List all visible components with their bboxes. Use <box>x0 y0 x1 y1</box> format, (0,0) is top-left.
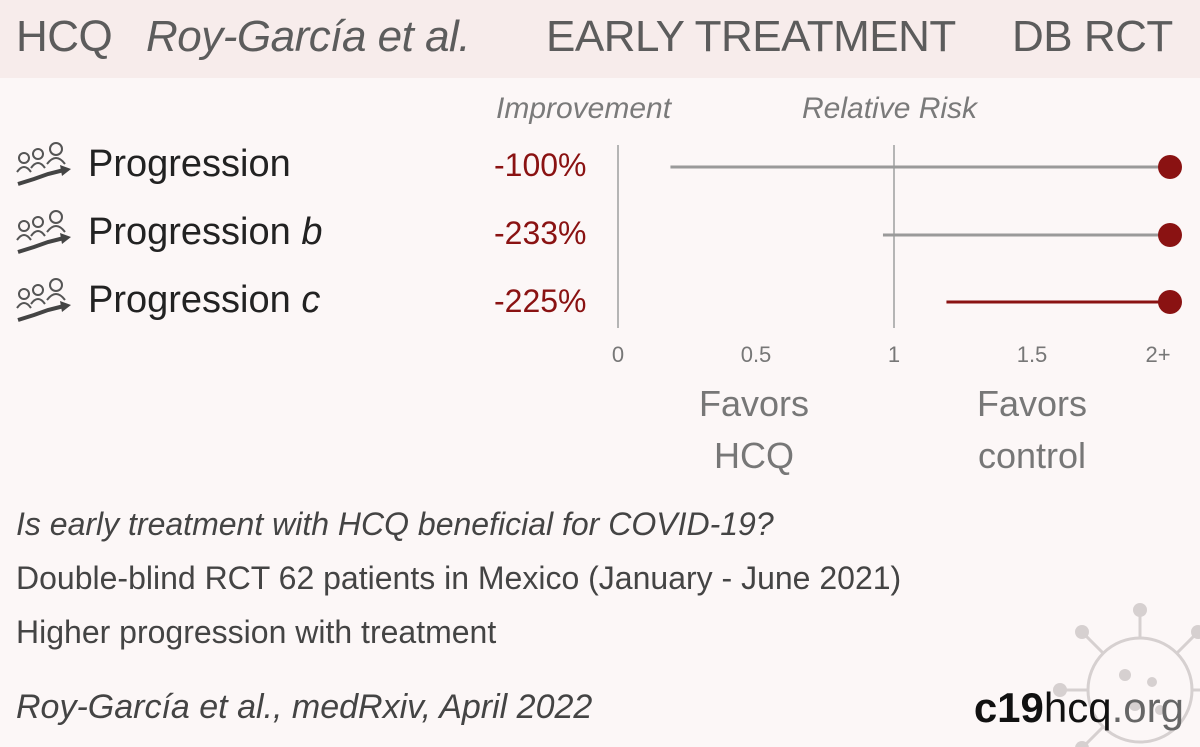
patients-progression-icon <box>14 140 72 190</box>
header-stage: EARLY TREATMENT <box>546 12 956 61</box>
patients-progression-icon <box>14 276 72 326</box>
row-label-3: Progression c <box>88 279 321 321</box>
tick-label-1: 1 <box>887 342 901 367</box>
point-estimate-2 <box>1158 223 1182 247</box>
study-design: Double-blind RCT 62 patients in Mexico (… <box>16 560 902 596</box>
relative-risk-header: Relative Risk <box>802 92 978 125</box>
improvement-header: Improvement <box>496 92 672 125</box>
row-suffix-3: c <box>301 279 321 321</box>
tick-label-0-5: 0.5 <box>740 342 772 367</box>
patients-progression-icon <box>14 208 72 258</box>
header-drug: HCQ <box>16 12 113 61</box>
site-brand: c19hcq.org <box>973 684 1184 731</box>
point-estimate-3 <box>1158 290 1182 314</box>
virus-watermark-icon <box>1053 603 1200 747</box>
improvement-value-1: -100% <box>494 147 587 183</box>
favors-hcq-label: Favors HCQ <box>698 383 810 476</box>
header-design: DB RCT <box>1012 12 1173 61</box>
header-bar <box>0 0 1200 78</box>
row-label-2: Progression b <box>88 211 323 253</box>
row-suffix-2: b <box>301 211 323 253</box>
citation: Roy-García et al., medRxiv, April 2022 <box>16 688 593 726</box>
tick-label-0: 0 <box>611 342 625 367</box>
row-label-1: Progression <box>88 143 291 185</box>
study-result: Higher progression with treatment <box>16 614 497 650</box>
study-question: Is early treatment with HCQ beneficial f… <box>16 506 774 542</box>
favors-control-label: Favors control <box>976 383 1088 476</box>
improvement-value-3: -225% <box>494 283 587 319</box>
point-estimate-1 <box>1158 155 1182 179</box>
tick-label-1-5: 1.5 <box>1016 342 1048 367</box>
tick-label-2-plus: 2+ <box>1145 342 1171 367</box>
header-authors: Roy-García et al. <box>146 12 471 61</box>
improvement-value-2: -233% <box>494 215 587 251</box>
